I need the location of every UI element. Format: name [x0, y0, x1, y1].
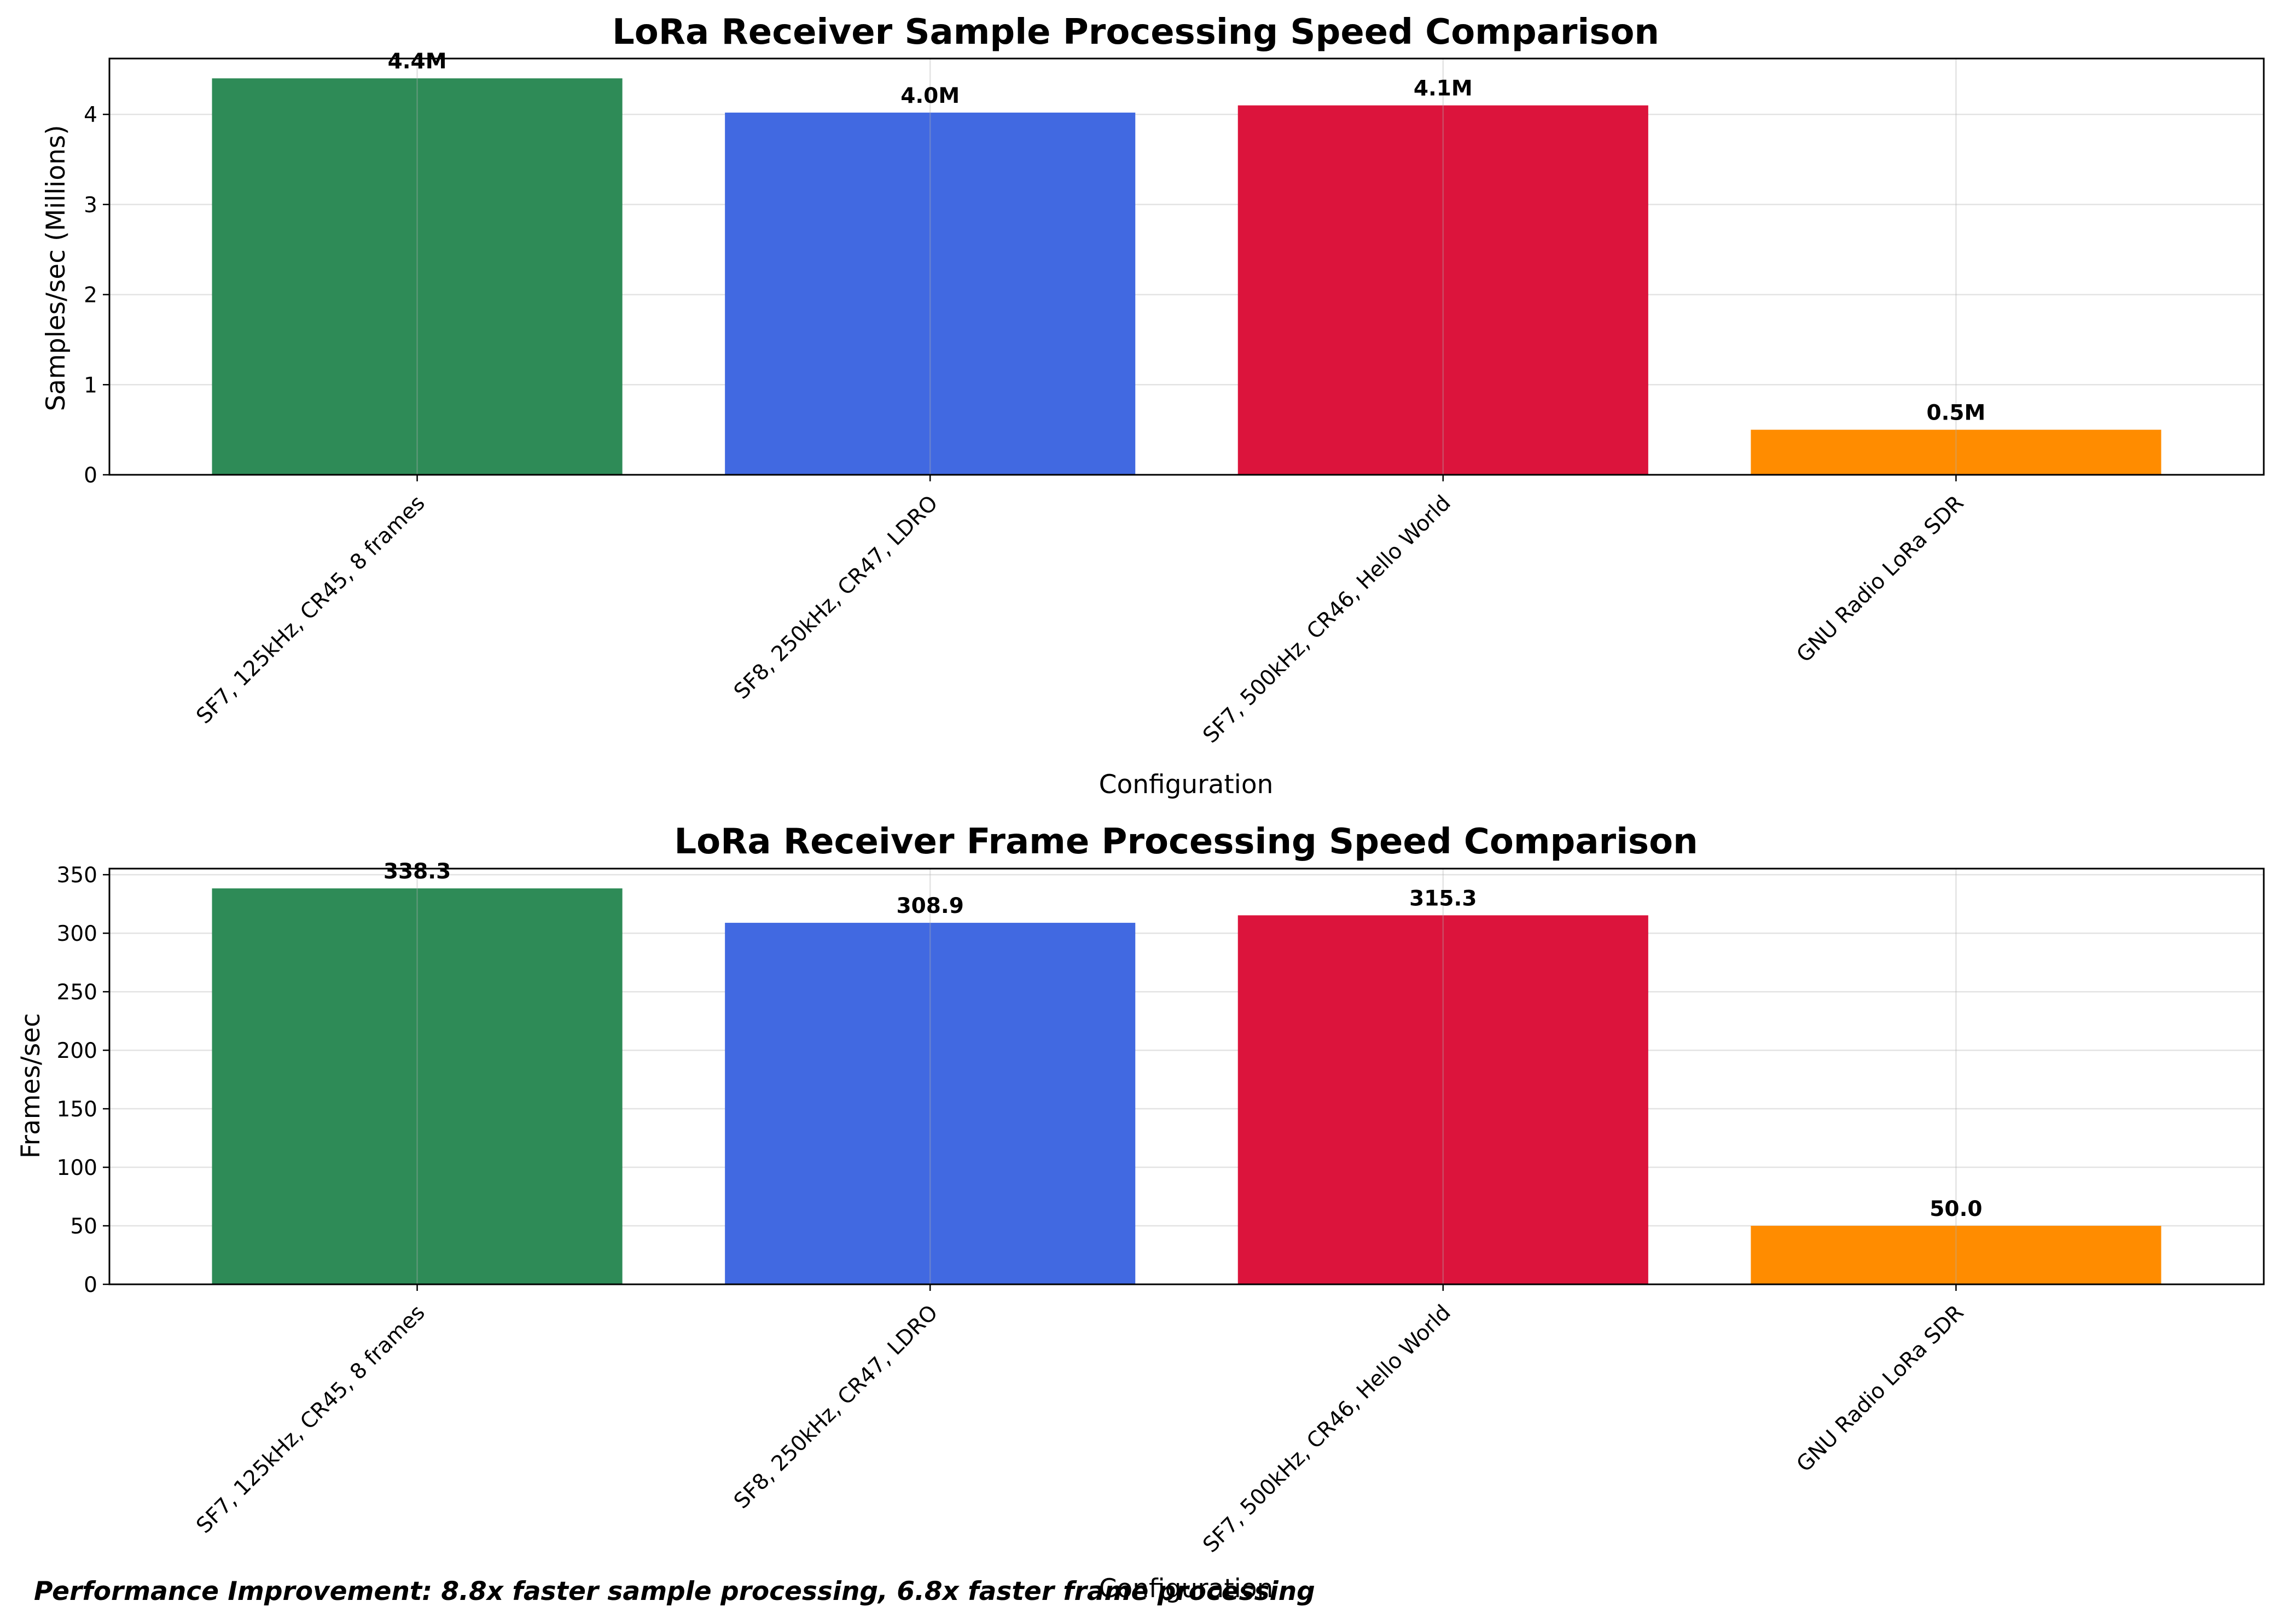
frames-chart-y-axis-label: Frames/sec — [16, 1013, 46, 1159]
frames-chart-y-tick-label: 300 — [57, 922, 97, 946]
samples-chart-data-label: 4.0M — [900, 84, 960, 108]
frames-chart-y-tick-label: 250 — [57, 980, 97, 1005]
samples-chart-frame — [103, 57, 2265, 481]
samples-chart-y-tick-label: 3 — [84, 193, 97, 218]
frames-chart-data-label: 315.3 — [1409, 886, 1477, 911]
samples-chart-bar — [725, 112, 1136, 475]
samples-chart-y-tick-label: 2 — [84, 283, 97, 308]
frames-chart-y-tick-label: 350 — [57, 863, 97, 888]
frames-chart-bar — [1751, 1226, 2161, 1284]
samples-chart-data-label: 0.5M — [1926, 401, 1985, 426]
samples-chart-bars — [212, 59, 2161, 475]
frames-chart-data-label: 308.9 — [897, 894, 964, 918]
samples-chart-bar — [212, 78, 623, 475]
samples-chart-title: LoRa Receiver Sample Processing Speed Co… — [612, 12, 1659, 53]
samples-chart-y-tick-label: 0 — [84, 463, 97, 488]
frames-chart-title: LoRa Receiver Frame Processing Speed Com… — [674, 822, 1698, 862]
frames-chart-x-axis-label: Configuration — [1099, 1574, 1274, 1604]
samples-chart-data-label: 4.1M — [1414, 77, 1473, 101]
samples-chart-axes-frame — [108, 57, 2265, 476]
samples-chart-bar — [1751, 429, 2161, 475]
frames-chart-y-tick-label: 0 — [84, 1273, 97, 1297]
frames-chart-data-label: 50.0 — [1930, 1197, 1982, 1221]
performance-improvement-note: Performance Improvement: 8.8x faster sam… — [34, 1576, 1315, 1606]
samples-chart-x-axis-label: Configuration — [1099, 770, 1274, 800]
frames-chart-bar — [1237, 915, 1648, 1284]
frames-chart-bars — [212, 869, 2161, 1284]
frames-chart-y-tick-label: 100 — [57, 1156, 97, 1180]
frames-chart-bar — [725, 923, 1136, 1284]
frames-chart-bar — [212, 888, 623, 1284]
frames-chart-y-tick-label: 150 — [57, 1097, 97, 1122]
frames-chart-data-label: 338.3 — [383, 859, 451, 884]
samples-chart-y-axis-label: Samples/sec (Millions) — [41, 125, 71, 411]
frames-chart-y-tick-label: 200 — [57, 1039, 97, 1063]
samples-chart-y-tick-label: 4 — [84, 103, 97, 127]
frames-chart-y-tick-label: 50 — [70, 1214, 97, 1239]
frames-chart-frame — [103, 868, 2265, 1291]
samples-chart-bar — [1237, 105, 1648, 475]
samples-chart-y-tick-label: 1 — [84, 373, 97, 398]
frames-chart-axes-frame — [108, 868, 2265, 1285]
samples-chart-data-label: 4.4M — [388, 49, 447, 74]
